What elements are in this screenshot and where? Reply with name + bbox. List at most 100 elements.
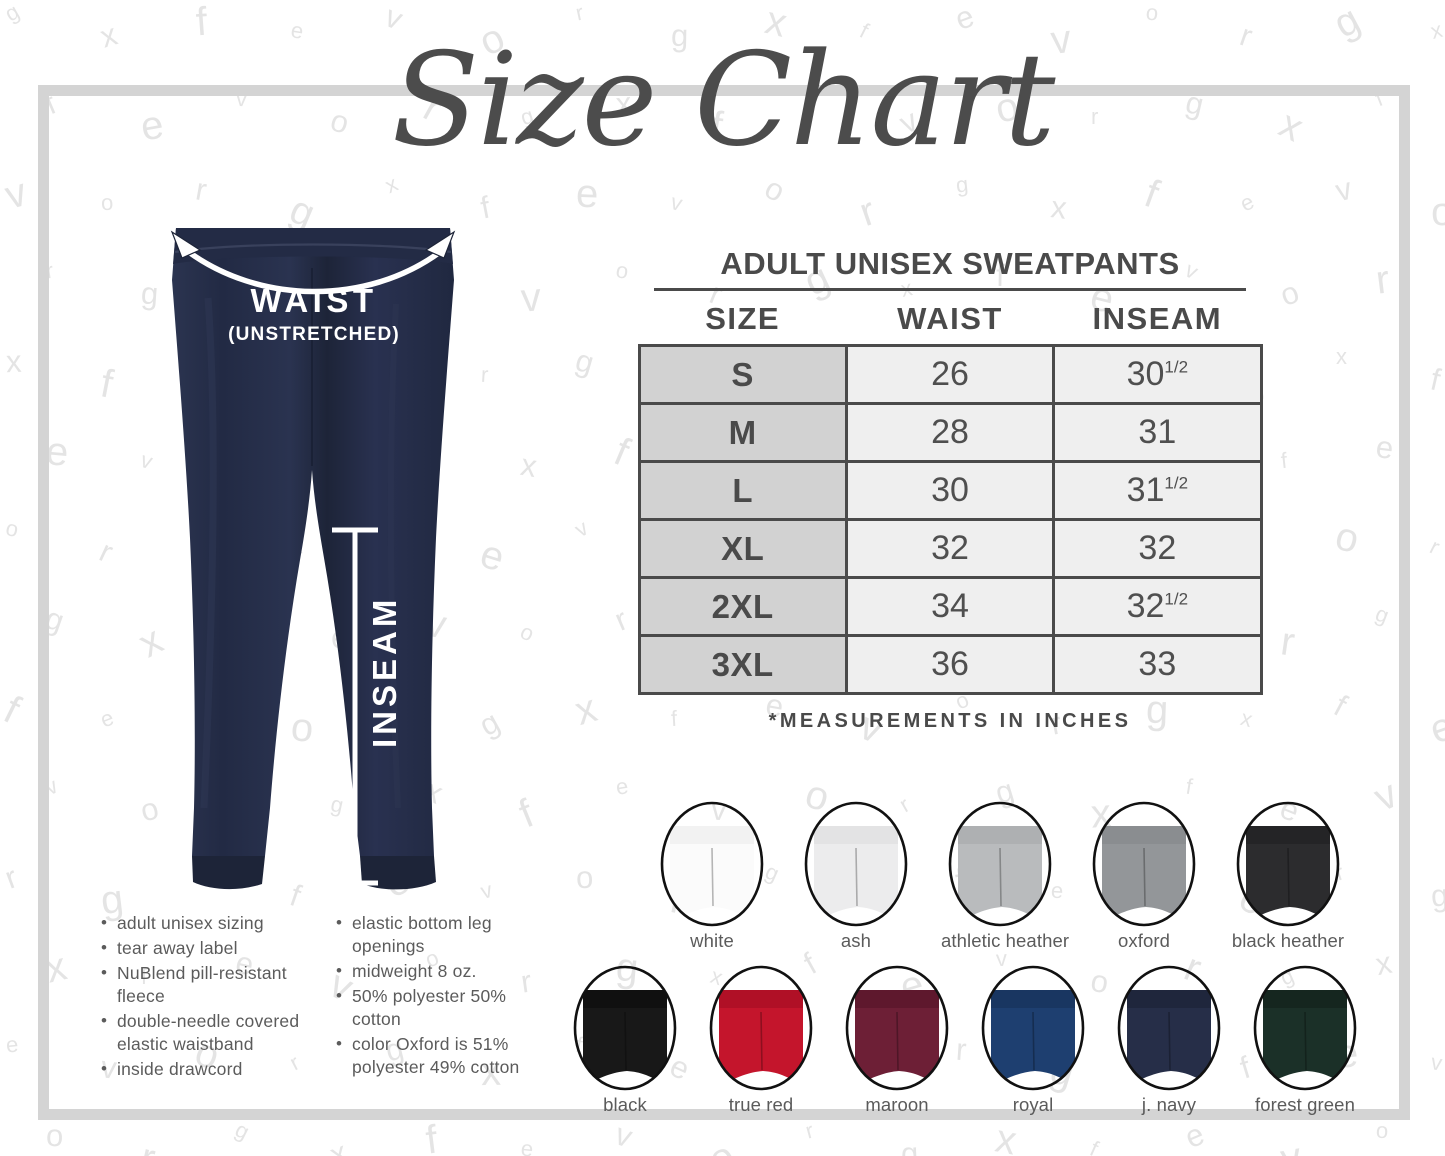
cell-waist: 32 <box>844 518 1056 579</box>
feature-item: NuBlend pill-resistant fleece <box>100 961 315 1008</box>
waist-label-text: WAIST <box>251 282 378 319</box>
watermark-letter: v <box>610 1116 637 1155</box>
table-row: S 26 301/2 <box>637 344 1263 405</box>
swatch-oval-icon <box>946 800 1054 928</box>
cell-inseam: 32 <box>1052 518 1263 579</box>
watermark-letter: g <box>900 1135 919 1156</box>
inseam-fraction: 1/2 <box>1164 473 1189 493</box>
watermark-letter: o <box>1430 189 1445 235</box>
swatch-label: white <box>690 930 734 951</box>
swatch-oval-icon <box>658 800 766 928</box>
swatch-label: black <box>603 1094 647 1115</box>
watermark-letter: v <box>1429 1049 1444 1076</box>
swatch-label: j. navy <box>1141 1094 1197 1115</box>
table-row: 3XL 36 33 <box>637 634 1263 695</box>
inseam-label-text: INSEAM <box>366 596 403 748</box>
sweatpants-illustration: WAIST (UNSTRETCHED) INSEAM <box>148 208 478 908</box>
swatch-oval-icon <box>802 800 910 928</box>
cell-size: L <box>637 460 848 521</box>
swatch-oval-icon <box>571 964 679 1092</box>
inseam-fraction: 1/2 <box>1164 357 1189 377</box>
color-swatch[interactable]: ash <box>797 800 915 952</box>
swatch-oval-icon <box>843 964 951 1092</box>
color-swatch-row-2: black true red maroon royal j. navy forest gr… <box>540 964 1390 1116</box>
column-header-waist: WAIST <box>897 301 1003 336</box>
waist-arrow <box>170 230 456 295</box>
watermark-letter: e <box>1424 703 1445 753</box>
watermark-letter: x <box>5 343 23 380</box>
cell-size: 2XL <box>637 576 848 637</box>
feature-item: inside drawcord <box>100 1057 315 1081</box>
watermark-letter: r <box>136 1135 160 1156</box>
swatch-label: forest green <box>1255 1094 1355 1115</box>
swatch-oval-icon <box>1115 964 1223 1092</box>
swatch-label: royal <box>1012 1094 1054 1115</box>
inseam-measure-line <box>332 527 378 886</box>
swatch-oval-icon <box>979 964 1087 1092</box>
color-swatch[interactable]: true red <box>702 964 820 1116</box>
color-swatch[interactable]: oxford <box>1085 800 1203 952</box>
watermark-letter: r <box>0 859 22 896</box>
watermark-letter: o <box>1375 1117 1389 1144</box>
watermark-letter: f <box>423 1117 440 1156</box>
watermark-letter: o <box>702 1133 743 1156</box>
color-swatch[interactable]: white <box>653 800 771 952</box>
feature-item: double-needle covered elastic waistband <box>100 1009 315 1056</box>
color-swatch[interactable]: royal <box>974 964 1092 1116</box>
watermark-letter: g <box>1429 877 1445 914</box>
cell-waist: 28 <box>844 402 1056 463</box>
cell-size: S <box>637 344 848 405</box>
watermark-letter: x <box>325 1134 352 1156</box>
swatch-oval-icon <box>707 964 815 1092</box>
watermark-letter: e <box>1179 1116 1210 1156</box>
color-swatch[interactable]: athletic heather <box>941 800 1070 952</box>
watermark-letter: r <box>1425 533 1444 560</box>
cell-size: 3XL <box>637 634 848 695</box>
feature-item: tear away label <box>100 936 315 960</box>
feature-item: elastic bottom leg openings <box>335 911 535 958</box>
cell-waist: 26 <box>844 344 1056 405</box>
color-swatch[interactable]: forest green <box>1246 964 1364 1116</box>
feature-item: midweight 8 oz. <box>335 959 535 983</box>
size-table: SIZE WAIST INSEAM S 26 301/2 M 28 31 L 30 311/2 X… <box>637 297 1263 695</box>
table-row: 2XL 34 321/2 <box>637 576 1263 637</box>
watermark-letter: f <box>1427 361 1444 398</box>
swatch-label: true red <box>728 1094 794 1115</box>
column-header-inseam: INSEAM <box>1092 301 1223 336</box>
cell-waist: 36 <box>844 634 1056 695</box>
cell-inseam: 31 <box>1052 402 1263 463</box>
swatch-label: oxford <box>1117 930 1171 951</box>
watermark-letter: o <box>1144 0 1160 26</box>
table-header-row: SIZE WAIST INSEAM <box>639 297 1261 346</box>
color-swatch[interactable]: maroon <box>838 964 956 1116</box>
cell-inseam: 33 <box>1052 634 1263 695</box>
swatch-oval-icon <box>1251 964 1359 1092</box>
color-swatch[interactable]: j. navy <box>1110 964 1228 1116</box>
cell-size: XL <box>637 518 848 579</box>
watermark-letter: o <box>45 1117 64 1154</box>
swatch-oval-icon <box>1234 800 1342 928</box>
decorative-frame <box>38 85 1410 1120</box>
watermark-letter: r <box>802 1117 817 1144</box>
cell-size: M <box>637 402 848 463</box>
watermark-letter: r <box>573 0 586 26</box>
cell-inseam: 311/2 <box>1052 460 1263 521</box>
feature-list-column-1: adult unisex sizingtear away labelNuBlen… <box>100 911 315 1083</box>
swatch-label: black heather <box>1231 930 1345 951</box>
color-swatch[interactable]: black <box>566 964 684 1116</box>
feature-bullets: adult unisex sizingtear away labelNuBlen… <box>100 911 570 1083</box>
measurement-units-note: *MEASUREMENTS IN INCHES <box>768 710 1132 732</box>
watermark-letter: f <box>0 687 27 733</box>
swatch-oval-icon <box>1090 800 1198 928</box>
watermark-letter: e <box>4 1031 20 1058</box>
color-swatch-row-1: white ash athletic heather oxford black heat… <box>540 800 1390 952</box>
swatch-label: athletic heather <box>941 930 1070 951</box>
table-body: S 26 301/2 M 28 31 L 30 311/2 XL 32 32 2XL 34 321/2 3XL… <box>637 344 1263 695</box>
watermark-letter: v <box>0 170 32 218</box>
color-swatch[interactable]: black heather <box>1229 800 1347 952</box>
inseam-fraction: 1/2 <box>1164 589 1189 609</box>
feature-item: adult unisex sizing <box>100 911 315 935</box>
feature-list-column-2: elastic bottom leg openingsmidweight 8 o… <box>335 911 535 1083</box>
watermark-letter: f <box>1086 1135 1103 1156</box>
